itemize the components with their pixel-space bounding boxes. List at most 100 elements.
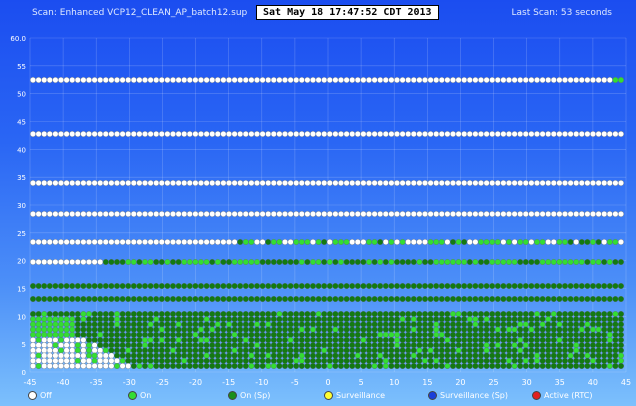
beam-dot [511, 283, 518, 290]
beam-dot [186, 347, 193, 354]
beam-dot [74, 326, 81, 333]
beam-dot [511, 337, 518, 344]
beam-dot [108, 342, 115, 349]
beam-dot [136, 296, 143, 303]
beam-dot [618, 326, 625, 333]
beam-dot [153, 347, 160, 354]
beam-dot [69, 296, 76, 303]
beam-dot [489, 331, 496, 338]
beam-dot [74, 130, 81, 137]
beam-dot [478, 296, 485, 303]
beam-dot [186, 311, 193, 318]
beam-dot [438, 337, 445, 344]
beam-dot [354, 331, 361, 338]
beam-dot [209, 210, 216, 217]
beam-dot [500, 238, 507, 245]
beam-dot [433, 76, 440, 83]
beam-dot [595, 326, 602, 333]
beam-dot [444, 283, 451, 290]
beam-dot [595, 283, 602, 290]
beam-dot [141, 296, 148, 303]
beam-dot [539, 357, 546, 364]
beam-dot [377, 259, 384, 266]
beam-dot [225, 316, 232, 323]
beam-dot [595, 259, 602, 266]
beam-dot [30, 238, 37, 245]
beam-dot [500, 342, 507, 349]
beam-dot [113, 296, 120, 303]
beam-dot [545, 76, 552, 83]
beam-dot [326, 316, 333, 323]
beam-dot [304, 347, 311, 354]
beam-dot [343, 179, 350, 186]
beam-dot [618, 342, 625, 349]
beam-dot [349, 238, 356, 245]
beam-dot [416, 326, 423, 333]
beam-dot [242, 352, 249, 359]
beam-dot [231, 363, 238, 370]
beam-dot [30, 326, 37, 333]
beam-dot [220, 363, 227, 370]
beam-dot [534, 316, 541, 323]
beam-dot [52, 76, 59, 83]
beam-dot [310, 296, 317, 303]
beam-dot [74, 342, 81, 349]
beam-dot [534, 179, 541, 186]
beam-dot [310, 342, 317, 349]
beam-dot [332, 76, 339, 83]
beam-dot [377, 210, 384, 217]
beam-dot [321, 363, 328, 370]
x-tick-label: -30 [123, 378, 136, 387]
x-tick-label: -45 [23, 378, 36, 387]
beam-dot [573, 179, 580, 186]
beam-dot [169, 296, 176, 303]
beam-dot [511, 321, 518, 328]
beam-dot [119, 357, 126, 364]
beam-dot [287, 331, 294, 338]
beam-dot [181, 259, 188, 266]
legend-item-on: On [128, 391, 151, 400]
beam-dot [242, 357, 249, 364]
beam-dot [354, 321, 361, 328]
beam-dot [158, 337, 165, 344]
beam-dot [433, 347, 440, 354]
beam-dot [119, 238, 126, 245]
beam-dot [545, 321, 552, 328]
beam-dot [612, 347, 619, 354]
beam-dot [466, 326, 473, 333]
beam-dot [455, 337, 462, 344]
beam-dot [231, 342, 238, 349]
beam-dot [141, 130, 148, 137]
beam-dot [483, 76, 490, 83]
beam-dot [483, 283, 490, 290]
beam-dot [455, 363, 462, 370]
beam-dot [304, 179, 311, 186]
beam-dot [58, 238, 65, 245]
beam-dot [265, 363, 272, 370]
beam-dot [478, 337, 485, 344]
beam-dot [259, 342, 266, 349]
beam-dot [192, 316, 199, 323]
beam-dot [427, 342, 434, 349]
beam-dot [69, 130, 76, 137]
beam-dot [276, 321, 283, 328]
beam-dot [461, 326, 468, 333]
beam-dot [489, 363, 496, 370]
beam-dot [539, 352, 546, 359]
beam-dot [506, 283, 513, 290]
beam-dot [494, 347, 501, 354]
beam-dot [315, 321, 322, 328]
beam-dot [147, 321, 154, 328]
beam-dot [220, 283, 227, 290]
beam-dot [214, 347, 221, 354]
beam-dot [69, 316, 76, 323]
beam-dot [399, 179, 406, 186]
beam-dot [186, 321, 193, 328]
beam-dot [192, 283, 199, 290]
beam-dot [332, 342, 339, 349]
beam-dot [97, 259, 104, 266]
beam-dot [298, 259, 305, 266]
beam-dot [601, 363, 608, 370]
beam-dot [253, 311, 260, 318]
beam-dot [85, 296, 92, 303]
